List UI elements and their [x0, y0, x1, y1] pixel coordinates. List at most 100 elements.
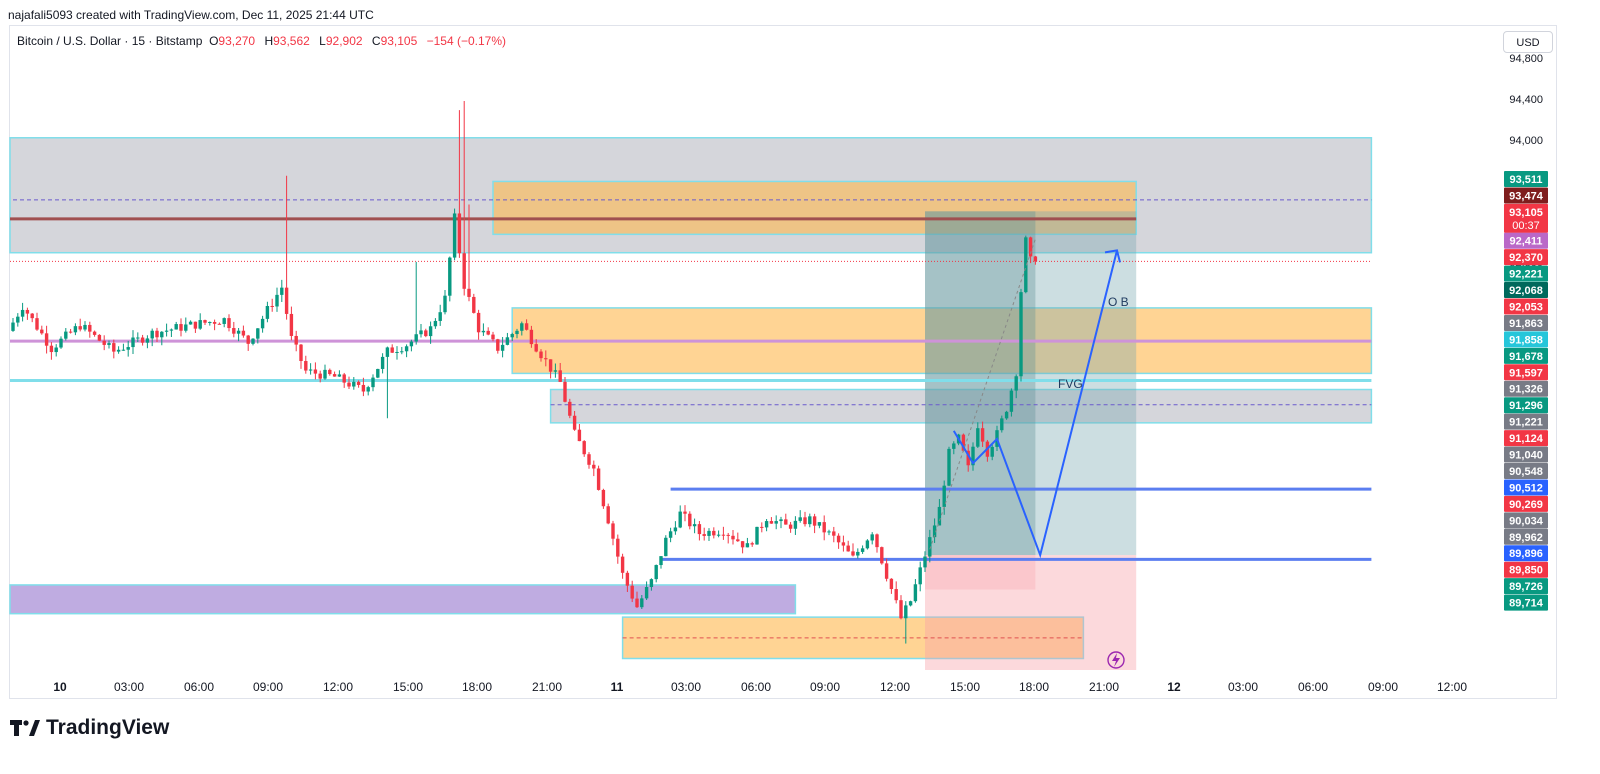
candle-body	[92, 331, 97, 335]
candle-body	[83, 324, 87, 330]
candle-body	[745, 543, 750, 548]
x-axis-tick-label: 11	[611, 680, 624, 694]
ohlc-open-label: O	[209, 34, 219, 48]
x-axis-tick-label: 15:00	[393, 680, 423, 694]
candle-body	[822, 522, 826, 533]
candle-body	[97, 334, 102, 341]
price-badge-91296: 91,296	[1504, 397, 1548, 414]
candle-body	[270, 305, 274, 307]
candle-body	[884, 563, 889, 579]
price-badge-89726: 89,726	[1504, 578, 1548, 595]
price-badge-value: 89,714	[1509, 598, 1544, 610]
price-badge-bg	[1504, 561, 1548, 578]
x-axis-tick-label: 09:00	[1368, 680, 1398, 694]
candle-body	[913, 584, 918, 602]
price-badge-value: 93,511	[1509, 174, 1542, 186]
candle-body	[836, 535, 841, 543]
candle-body	[966, 450, 970, 466]
candle-body	[1028, 237, 1033, 257]
candle-body	[88, 324, 92, 332]
candle-body	[376, 368, 380, 378]
candle-body	[803, 517, 807, 525]
candle-body	[20, 309, 25, 317]
candle-body	[976, 428, 980, 447]
price-badge-value: 90,269	[1509, 499, 1543, 511]
price-badge-bg	[1504, 528, 1548, 545]
candle-body	[78, 326, 82, 330]
price-badge-value: 91,597	[1509, 367, 1543, 379]
candle-body	[784, 519, 788, 525]
candle-body	[553, 370, 558, 372]
price-badge-value: 91,124	[1509, 433, 1544, 445]
x-axis-tick-label: 06:00	[1298, 680, 1328, 694]
candle-body	[961, 434, 966, 451]
price-badge-93511: 93,511	[1504, 171, 1548, 187]
price-badge-bg	[1504, 380, 1548, 397]
candle-body	[160, 331, 164, 338]
candle-body	[294, 335, 298, 345]
price-badge-bg	[1504, 364, 1548, 381]
price-badge-90034: 90,034	[1504, 512, 1548, 529]
candle-body	[510, 334, 514, 338]
candle-body	[385, 347, 390, 357]
price-badge-value: 93,105	[1509, 207, 1543, 219]
candle-body	[625, 572, 630, 586]
candle-body	[198, 320, 202, 329]
candle-body	[947, 448, 951, 486]
price-badge-bg	[1504, 495, 1548, 512]
brand-footer[interactable]: TradingView	[10, 716, 169, 740]
x-axis-tick-label: 03:00	[671, 680, 701, 694]
candle-body	[774, 521, 778, 524]
price-badge-bg	[1504, 347, 1548, 364]
candle-body	[827, 531, 831, 533]
candle-body	[568, 401, 572, 416]
price-badge-92411: 92,411	[1504, 232, 1548, 249]
candle-body	[169, 329, 174, 331]
candle-body	[107, 343, 111, 345]
candle-body	[515, 330, 519, 335]
candle-body	[798, 517, 802, 521]
candle-body	[942, 485, 946, 507]
price-badge-value: 91,678	[1509, 351, 1543, 363]
candle-body	[952, 443, 956, 449]
candle-body	[769, 521, 774, 524]
candle-body	[308, 369, 313, 371]
price-badge-value: 91,326	[1509, 384, 1543, 396]
candle-body	[668, 531, 673, 538]
price-badge-90548: 90,548	[1504, 462, 1548, 479]
candle-body	[712, 530, 716, 536]
price-badge-92370: 92,370	[1504, 249, 1548, 266]
candle-body	[246, 335, 250, 344]
candle-body	[860, 548, 865, 552]
symbol-legend[interactable]: Bitcoin / U.S. Dollar · 15 · Bitstamp O9…	[17, 34, 506, 48]
replay-icon-bolt	[1112, 653, 1120, 667]
candle-body	[592, 464, 596, 469]
candle-body	[548, 359, 553, 372]
candle-body	[755, 526, 759, 545]
candle-body	[846, 545, 850, 552]
chart-pane-frame	[9, 25, 1557, 699]
candle-body	[702, 534, 706, 536]
price-badge-93474: 93,474	[1504, 187, 1548, 204]
price-badge-bg	[1504, 430, 1548, 447]
candle-body	[438, 312, 442, 321]
candle-body	[760, 526, 764, 528]
candle-body	[145, 338, 150, 343]
candle-body	[203, 320, 207, 323]
candle-body	[832, 531, 836, 536]
candle-body	[232, 328, 236, 334]
price-badge-bg	[1504, 462, 1548, 479]
price-badge-value: 89,850	[1509, 565, 1543, 577]
candle-body	[683, 511, 687, 514]
candle-body	[188, 321, 193, 325]
candle-body	[380, 356, 385, 369]
price-badge-value: 90,034	[1509, 515, 1544, 527]
candle-body	[35, 318, 39, 330]
candle-body	[971, 446, 975, 466]
candle-body	[630, 585, 634, 599]
ohlc-close-label: C	[371, 34, 381, 48]
currency-button[interactable]: USD	[1503, 31, 1553, 53]
price-badge-bg	[1504, 265, 1548, 282]
candle-body	[40, 329, 44, 334]
